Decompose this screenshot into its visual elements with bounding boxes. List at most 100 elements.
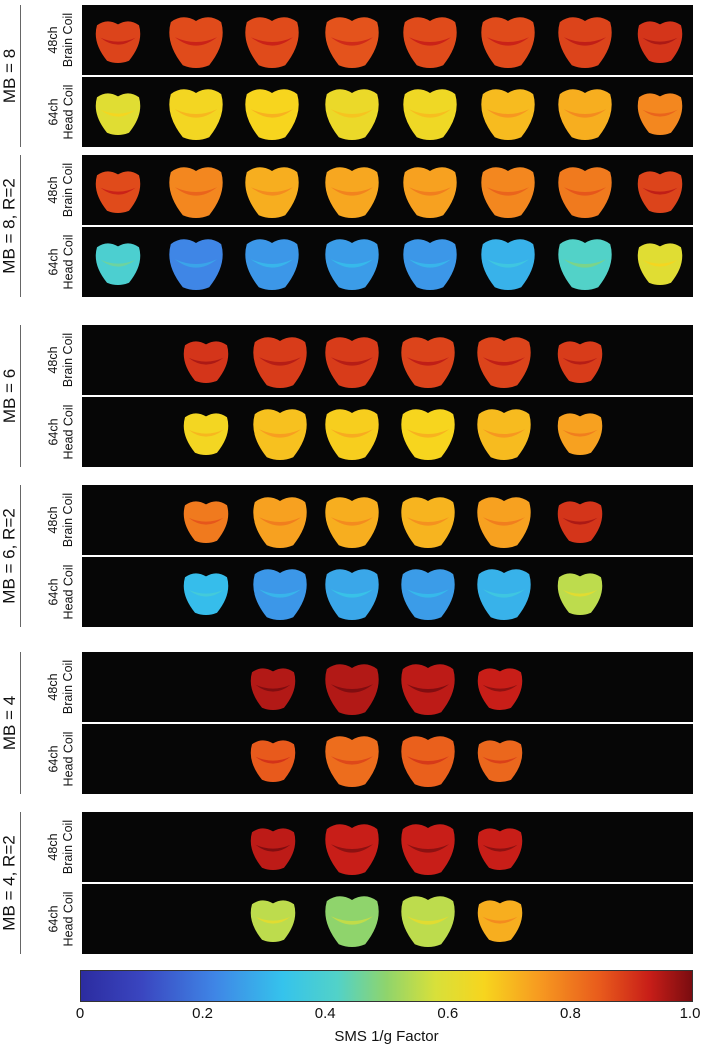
coil-name: Head Coil [61,891,76,947]
coil-count: 48ch [46,506,60,534]
group-label-text: MB = 6 [0,368,19,424]
group-label-text: MB = 8, R=2 [0,178,19,274]
brain-slice-band [409,259,451,268]
coil-count: 48ch [46,26,60,54]
brain-slice-band [409,109,451,118]
brain-slice-band [251,259,293,268]
brain-slice [481,17,535,69]
coil-label-text: 64ch Head Coil [46,85,76,140]
brain-slice [250,740,296,782]
brain-slice [557,501,603,543]
group-divider [20,155,22,297]
brain-slice [253,497,307,548]
brain-slice-band [407,756,449,765]
group-label-text: MB = 4, R=2 [0,835,19,931]
coil-count: 48ch [46,346,60,374]
coil-name: Brain Coil [61,12,75,68]
coil-name: Brain Coil [61,492,75,548]
row-separator [82,555,693,557]
brain-slice-band [331,429,373,438]
brain-slice [245,17,299,69]
colorbar-title: SMS 1/g Factor [334,1028,439,1045]
brain-slice [183,413,229,455]
brain-slice [477,828,523,870]
brain-slice [253,337,307,388]
brain-slice-band [175,109,217,118]
brain-slice [183,501,229,543]
brain-slice-band [255,684,291,692]
brain-slice-band [251,37,293,46]
brain-slice-band [482,916,518,924]
group-divider [20,485,22,627]
brain-slice [401,337,455,388]
coil-label: 64ch Head Coil [40,227,82,297]
row-separator [82,395,693,397]
brain-slice [401,664,455,715]
brain-slice [481,167,535,218]
brain-slice [169,167,223,218]
brain-slice [95,171,141,213]
brain-slice-band [259,357,301,366]
brain-slice [169,89,223,140]
brain-slice-band [255,844,291,852]
brain-slice-band [642,109,678,117]
coil-name: Head Coil [61,234,76,290]
brain-slice [558,17,612,69]
coil-name: Brain Coil [61,332,75,388]
group-label: MB = 6, R=2 [0,485,20,627]
brain-slice [169,239,223,290]
brain-slice [477,337,531,388]
brain-slice-band [100,259,136,267]
coil-label-text: 48ch Brain Coil [46,333,76,387]
brain-slice [403,17,457,69]
brain-slice-band [564,109,606,118]
brain-slice [401,497,455,548]
brain-slice-band [642,187,678,195]
brain-slice-band [562,357,598,365]
brain-slice [477,900,523,942]
brain-slice-band [642,37,678,45]
brain-slice [637,243,683,285]
brain-slice [325,497,379,548]
brain-slice [401,569,455,620]
brain-slice-band [331,684,373,693]
brain-slice [401,736,455,787]
brain-slice [558,239,612,290]
row-separator [82,722,693,724]
brain-slice [245,89,299,140]
coil-count: 64ch [46,98,61,126]
brain-slice-band [407,684,449,693]
brain-slice [403,89,457,140]
group-label: MB = 6 [0,325,20,467]
group-label-text: MB = 8 [0,48,19,104]
coil-name: Head Coil [61,564,76,620]
gfactor-panel [82,884,693,954]
brain-slice-band [407,517,449,526]
brain-slice [245,239,299,290]
brain-slice-band [487,109,529,118]
coil-label-text: 48ch Brain Coil [46,660,76,714]
coil-name: Head Coil [61,731,76,787]
row-separator [82,225,693,227]
brain-slice-band [482,684,518,692]
coil-label: 48ch Brain Coil [40,485,82,555]
brain-slice-band [175,37,217,46]
coil-count: 48ch [46,833,60,861]
brain-slice-band [483,357,525,366]
brain-slice [183,573,229,615]
brain-slice-band [259,429,301,438]
brain-slice-band [331,844,373,853]
brain-slice [95,21,141,63]
brain-slice-band [564,37,606,46]
brain-slice-band [407,589,449,598]
group-label: MB = 4 [0,652,20,794]
brain-slice-band [259,517,301,526]
coil-label: 48ch Brain Coil [40,652,82,722]
coil-label-text: 64ch Head Coil [46,405,76,460]
brain-slice-band [407,916,449,925]
colorbar-tick-label: 0 [75,1005,85,1022]
brain-slice [477,668,523,710]
brain-slice-band [564,259,606,268]
coil-label: 48ch Brain Coil [40,325,82,395]
group-divider [20,812,22,954]
